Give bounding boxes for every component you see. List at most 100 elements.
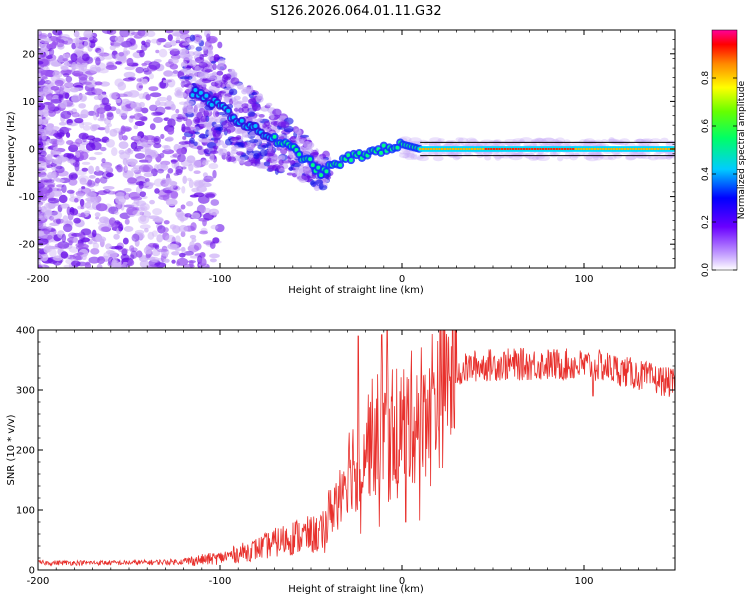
spectrogram-noise-blob bbox=[138, 93, 145, 100]
spectrogram-noise-blob bbox=[171, 251, 180, 256]
spectrogram-noise-blob bbox=[118, 51, 125, 57]
spectrogram-noise-blob bbox=[172, 225, 181, 234]
spectrogram-haze-blob bbox=[608, 136, 615, 143]
spectrogram-noise-blob bbox=[52, 30, 63, 36]
spectrogram-noise-blob bbox=[75, 151, 81, 158]
spectrogram-hot-core bbox=[634, 148, 638, 150]
spectrogram-noise-blob bbox=[123, 165, 128, 174]
spectrogram-noise-blob bbox=[165, 177, 171, 184]
spectrogram-noise-blob bbox=[108, 206, 119, 215]
spectrogram-noise-blob bbox=[74, 117, 84, 124]
spectrogram-noise-blob bbox=[199, 257, 207, 267]
spectrogram-hot-core bbox=[651, 148, 654, 150]
spectrogram-noise-blob bbox=[74, 38, 80, 48]
spectrogram-noise-blob bbox=[170, 50, 175, 56]
spectrogram-noise-blob bbox=[145, 93, 151, 101]
spectrogram-noise-blob bbox=[150, 256, 160, 263]
spectrogram-noise-blob bbox=[70, 53, 78, 62]
spectrogram-noise-blob bbox=[134, 238, 140, 247]
spectrogram-transition-blob bbox=[237, 142, 245, 148]
spectrogram-hot-core bbox=[618, 148, 621, 150]
spectrogram-haze-blob bbox=[416, 155, 429, 162]
spectrogram-haze-blob bbox=[423, 140, 437, 146]
spectrogram-haze-blob bbox=[408, 137, 422, 145]
spectrogram-noise-blob bbox=[141, 40, 146, 46]
spectrogram-noise-blob bbox=[38, 42, 44, 47]
spectrogram-noise-blob bbox=[156, 96, 169, 102]
spectrogram-ridge-core bbox=[310, 163, 315, 168]
spectrogram-noise-blob bbox=[130, 196, 143, 201]
spectrogram-transition-blob bbox=[199, 72, 210, 79]
spectrogram-noise-blob bbox=[197, 148, 206, 155]
spectrogram-hot-core bbox=[509, 148, 512, 150]
spectrogram-noise-blob bbox=[149, 199, 155, 205]
spectrogram-noise-blob bbox=[38, 110, 43, 116]
spectrogram-noise-blob bbox=[147, 231, 155, 240]
spectrogram-noise-blob bbox=[99, 146, 107, 152]
spectrogram-noise-blob bbox=[199, 230, 209, 235]
spectrogram-haze-blob bbox=[595, 151, 604, 158]
spectrogram-noise-blob bbox=[169, 40, 177, 47]
spectrogram-noise-blob bbox=[63, 53, 70, 59]
spectrogram-noise-blob bbox=[116, 163, 123, 173]
spectrogram-noise-blob bbox=[145, 39, 151, 45]
spectrogram-noise-blob bbox=[179, 30, 190, 35]
spectrogram-noise-blob bbox=[120, 125, 126, 135]
spectrogram-noise-blob bbox=[58, 194, 68, 204]
spectrogram-transition-blob bbox=[238, 107, 244, 114]
spectrogram-hot-core bbox=[563, 148, 567, 150]
spectrogram-hot-core bbox=[421, 148, 425, 150]
spectrogram-transition-blob bbox=[223, 95, 230, 104]
spectrogram-noise-blob bbox=[126, 57, 134, 66]
spectrogram-hot-core bbox=[602, 148, 605, 150]
spectrogram-haze-blob bbox=[404, 155, 415, 160]
spectrogram-haze-blob bbox=[499, 142, 508, 146]
spectrogram-transition-blob bbox=[194, 131, 200, 135]
spectrogram-haze-blob bbox=[640, 138, 654, 143]
spectrogram-noise-blob bbox=[40, 209, 51, 213]
spectrogram-hot-core bbox=[446, 148, 449, 150]
spectrogram-noise-blob bbox=[170, 103, 176, 111]
spectrogram-noise-blob bbox=[56, 139, 65, 146]
spectrogram-transition-blob bbox=[198, 134, 209, 139]
spectrogram-hot-core bbox=[460, 148, 463, 150]
spectrogram-hot-core bbox=[514, 148, 517, 150]
spectrogram-noise-blob bbox=[50, 98, 62, 104]
x-tick-label: -100 bbox=[209, 576, 232, 587]
spectrogram-noise-blob bbox=[60, 65, 69, 71]
spectrogram-haze-blob bbox=[412, 155, 425, 160]
spectrogram-haze-blob bbox=[455, 137, 464, 142]
spectrogram-noise-blob bbox=[123, 225, 134, 232]
spectrogram-noise-blob bbox=[147, 264, 158, 268]
spectrogram-noise-blob bbox=[40, 181, 46, 187]
spectrogram-noise-blob bbox=[54, 88, 61, 94]
spectrogram-ridge-core bbox=[297, 152, 302, 157]
spectrogram-noise-blob bbox=[101, 158, 106, 164]
spectrogram-transition-blob bbox=[191, 69, 198, 78]
spectrogram-haze-blob bbox=[402, 151, 411, 155]
chart-title: S126.2026.064.01.11.G32 bbox=[270, 4, 441, 19]
spectrogram-noise-blob bbox=[209, 37, 217, 44]
spectrogram-noise-blob bbox=[96, 50, 105, 57]
spectrogram-hot-core bbox=[520, 148, 523, 150]
spectrogram-noise-blob bbox=[143, 135, 156, 141]
spectrogram-noise-blob bbox=[99, 216, 109, 224]
spectrogram-noise-blob bbox=[127, 177, 137, 184]
spectrogram-transition-blob bbox=[255, 163, 266, 169]
spectrogram-noise-blob bbox=[121, 135, 128, 141]
spectrogram-noise-blob bbox=[191, 187, 200, 193]
spectrogram-transition-blob bbox=[253, 153, 260, 160]
spectrogram-ridge-core bbox=[316, 165, 321, 170]
colorbar-tick-label: 0.4 bbox=[701, 167, 711, 182]
spectrogram-noise-blob bbox=[52, 71, 58, 77]
spectrogram-noise-blob bbox=[38, 30, 43, 36]
spectrogram-noise-blob bbox=[60, 203, 70, 209]
x-tick-label: -200 bbox=[27, 274, 50, 285]
spectrogram-noise-blob bbox=[94, 177, 101, 184]
spectrogram-noise-blob bbox=[173, 172, 180, 176]
spectrogram-haze-blob bbox=[625, 153, 638, 160]
spectrogram-noise-blob bbox=[129, 38, 136, 45]
spectrogram-noise-blob bbox=[81, 122, 93, 126]
spectrogram-noise-blob bbox=[91, 229, 97, 238]
x-tick-label: -200 bbox=[27, 576, 50, 587]
